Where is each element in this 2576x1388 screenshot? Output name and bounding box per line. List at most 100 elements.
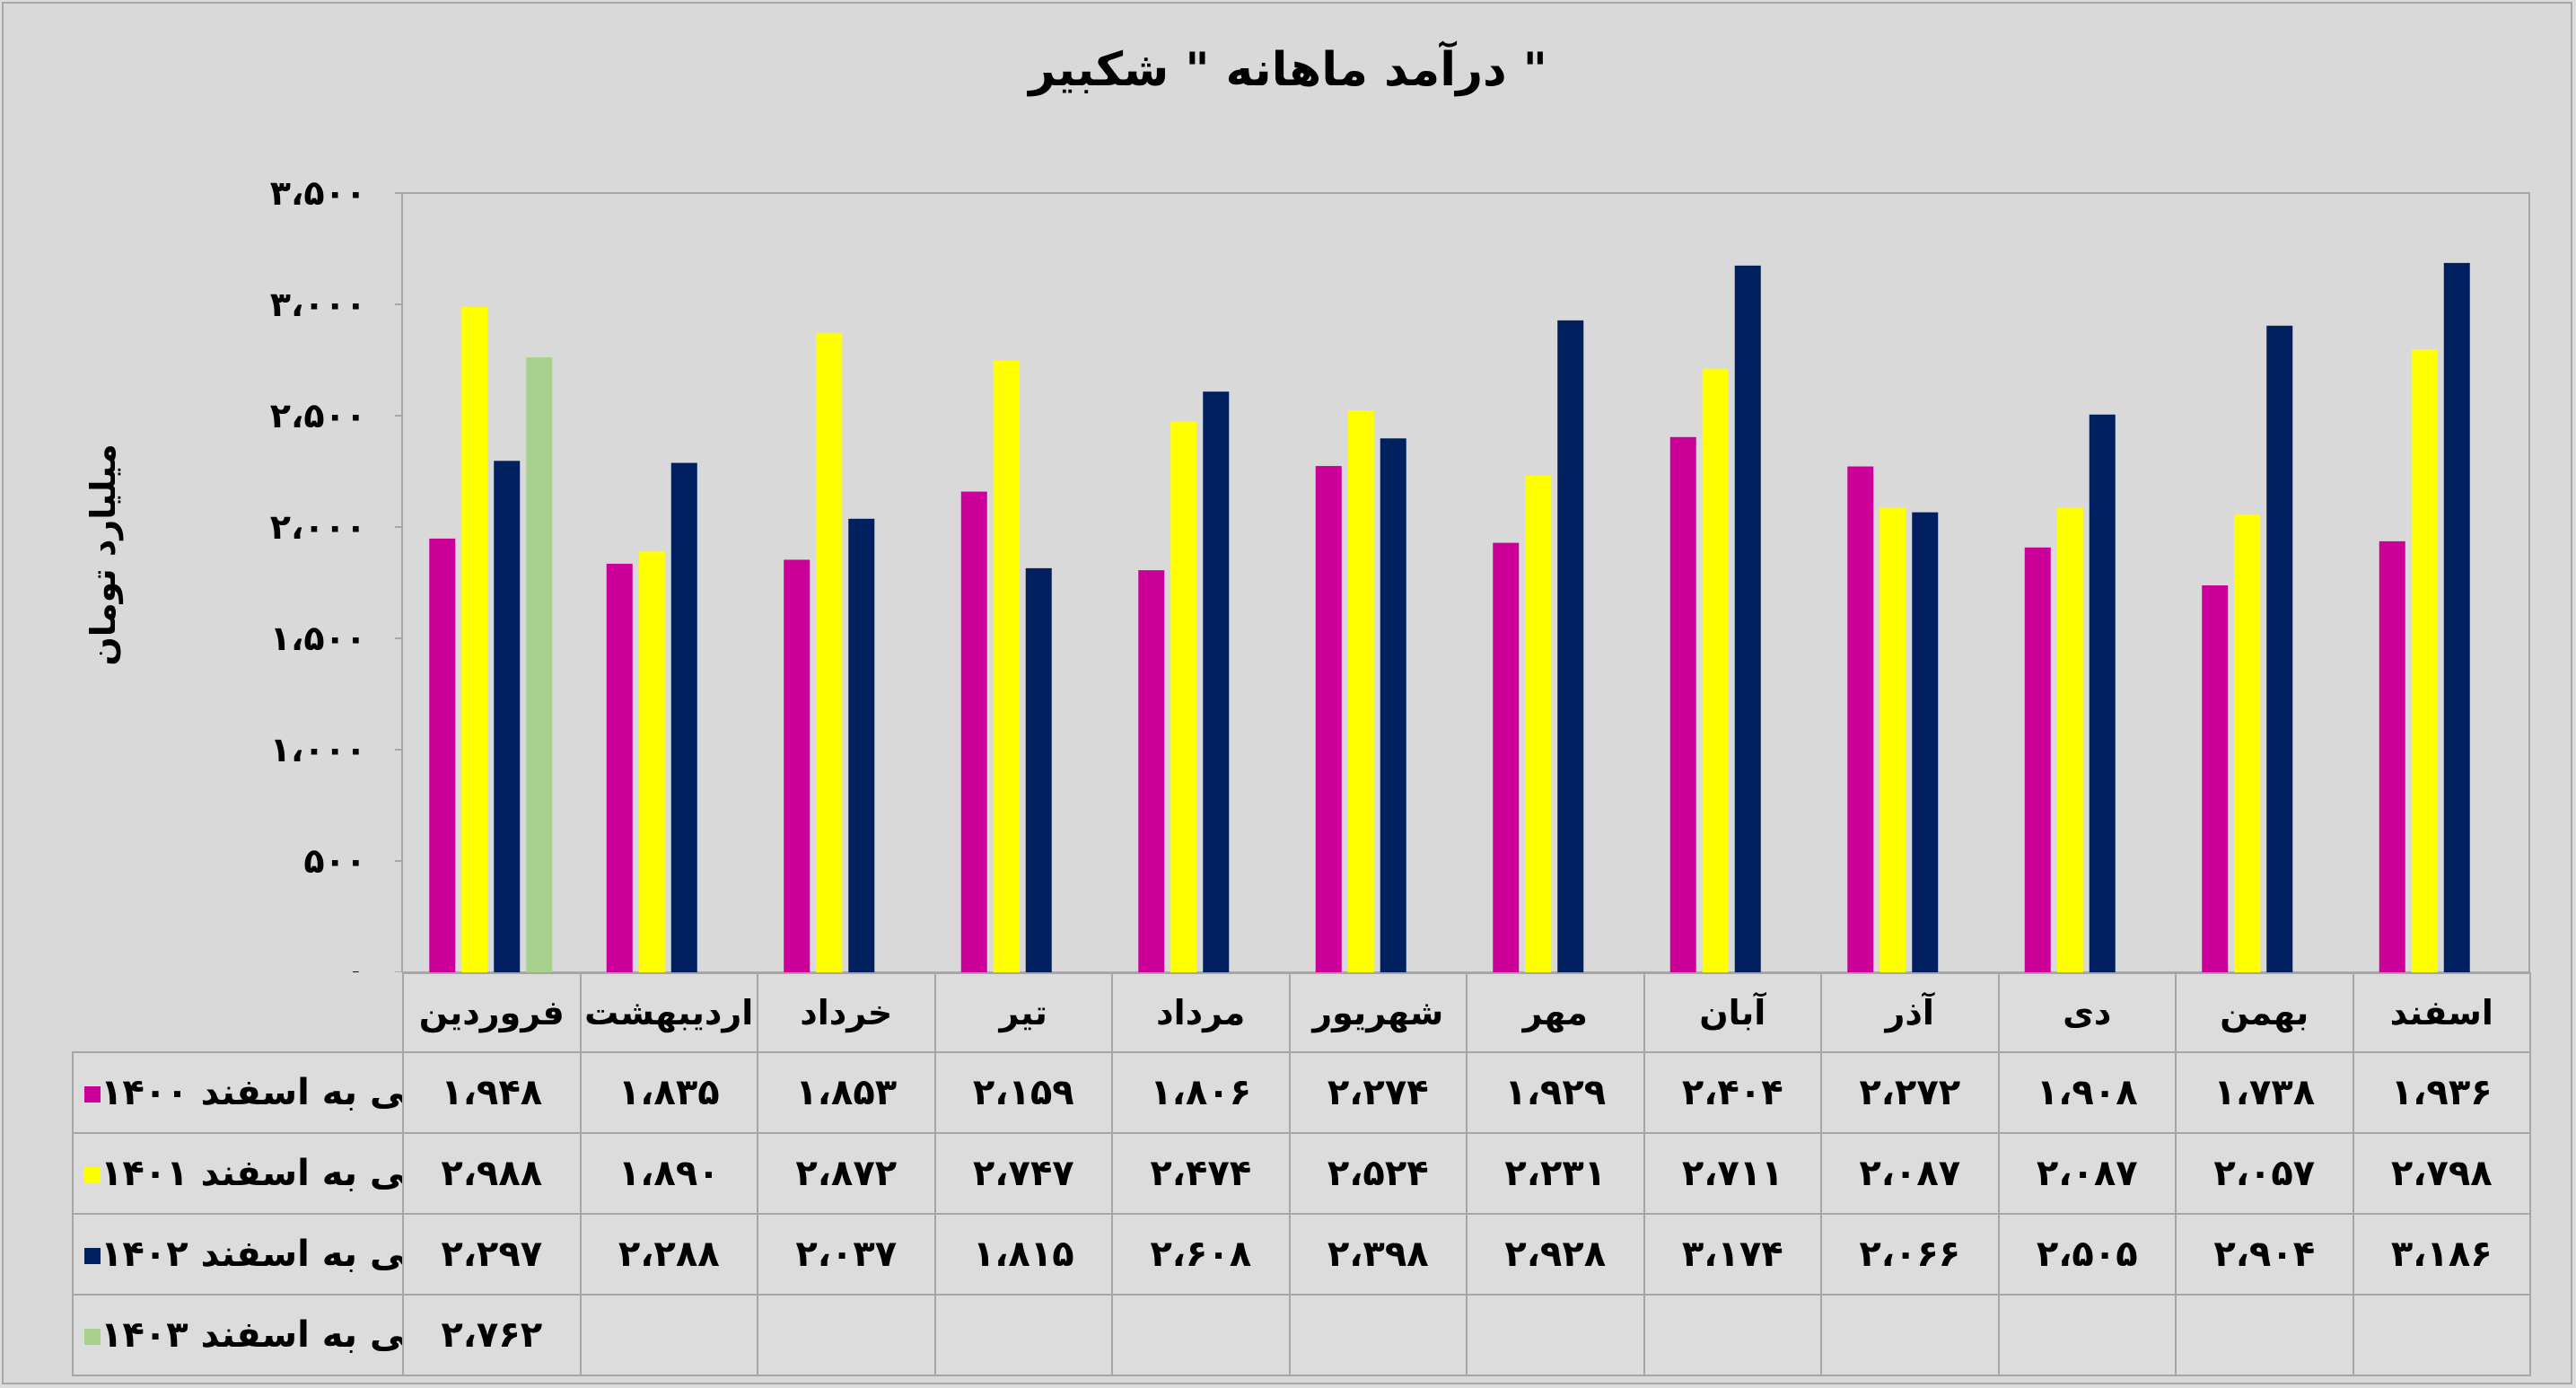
data-label: ۱،۹۰۸ xyxy=(1997,1051,2177,1134)
legend-label: منتهی به اسفند ۱۴۰۰ xyxy=(101,1072,403,1113)
bar xyxy=(2056,507,2083,972)
bar xyxy=(2089,414,2116,972)
data-label: ۱،۹۴۸ xyxy=(402,1051,582,1134)
data-label: ۱،۸۱۵ xyxy=(933,1213,1113,1296)
bar xyxy=(2234,514,2261,972)
data-label: ۲،۰۸۷ xyxy=(1997,1132,2177,1215)
x-tick-label: بهمن xyxy=(2175,972,2354,1053)
data-label: ۱،۸۵۳ xyxy=(757,1051,936,1134)
data-label: ۲،۹۸۸ xyxy=(402,1132,582,1215)
data-label: ۲،۷۹۸ xyxy=(2352,1132,2531,1215)
data-label xyxy=(579,1294,758,1376)
data-label: ۲،۷۱۱ xyxy=(1643,1132,1822,1215)
bar xyxy=(1315,466,1342,972)
x-tick-label: مهر xyxy=(1466,972,1645,1053)
y-tick-label: ۳،۵۰۰ xyxy=(270,173,366,213)
data-label: ۲،۷۶۲ xyxy=(402,1294,582,1376)
data-label xyxy=(1288,1294,1468,1376)
bar xyxy=(1847,466,1874,972)
bar xyxy=(2202,584,2229,972)
data-label xyxy=(1643,1294,1822,1376)
bar xyxy=(494,461,521,972)
y-tick-label: ۵۰۰ xyxy=(303,841,366,881)
bar xyxy=(2379,540,2405,972)
legend-entry: منتهی به اسفند ۱۴۰۰ xyxy=(72,1051,404,1134)
y-tick-label: ۲،۰۰۰ xyxy=(270,507,366,547)
data-table: فروردین اردیبهشت خرداد تیر مرداد شهریور مهر آبا… xyxy=(72,972,2531,1376)
x-tick-label: آذر xyxy=(1820,972,2000,1053)
bar xyxy=(1912,512,1939,972)
table-row: منتهی به اسفند ۱۴۰۱۲،۹۸۸۱،۸۹۰۲،۸۷۲۲،۷۴۷۲… xyxy=(72,1132,2531,1215)
data-label: ۲،۲۸۸ xyxy=(579,1213,758,1296)
data-label: ۲،۳۹۸ xyxy=(1288,1213,1468,1296)
data-label: ۲،۰۸۷ xyxy=(1820,1132,2000,1215)
data-label xyxy=(1111,1294,1291,1376)
bar xyxy=(1138,570,1165,972)
bar xyxy=(848,518,875,972)
data-label: ۳،۱۸۶ xyxy=(2352,1213,2531,1296)
legend-label: منتهی به اسفند ۱۴۰۲ xyxy=(101,1234,403,1275)
x-tick-label: خرداد xyxy=(757,972,936,1053)
bar xyxy=(606,563,633,972)
legend-label: منتهی به اسفند ۱۴۰۱ xyxy=(101,1153,403,1194)
bar xyxy=(1025,567,1052,972)
data-label: ۱،۸۰۶ xyxy=(1111,1051,1291,1134)
data-label xyxy=(933,1294,1113,1376)
bar xyxy=(1170,421,1197,972)
bar xyxy=(1493,542,1520,972)
data-label: ۲،۴۷۴ xyxy=(1111,1132,1291,1215)
data-label: ۲،۷۴۷ xyxy=(933,1132,1113,1215)
data-label: ۲،۴۰۴ xyxy=(1643,1051,1822,1134)
bar xyxy=(1347,410,1374,973)
legend-swatch xyxy=(84,1167,101,1183)
data-label: ۲،۵۲۴ xyxy=(1288,1132,1468,1215)
data-label: ۲،۹۲۸ xyxy=(1466,1213,1645,1296)
data-label: ۲،۲۷۴ xyxy=(1288,1051,1468,1134)
data-label: ۱،۹۲۹ xyxy=(1466,1051,1645,1134)
data-label: ۱،۹۳۶ xyxy=(2352,1051,2531,1134)
data-label: ۲،۰۳۷ xyxy=(757,1213,936,1296)
bar xyxy=(526,357,553,972)
x-tick-label: شهریور xyxy=(1288,972,1468,1053)
y-tick-label: ۱،۰۰۰ xyxy=(270,730,366,769)
x-tick-label: مرداد xyxy=(1111,972,1291,1053)
bar xyxy=(2443,262,2470,972)
legend-swatch xyxy=(84,1248,101,1264)
data-label: ۲،۰۶۶ xyxy=(1820,1213,2000,1296)
bar xyxy=(816,332,843,972)
bar xyxy=(1557,320,1584,973)
data-label: ۲،۲۹۷ xyxy=(402,1213,582,1296)
data-label: ۲،۲۷۲ xyxy=(1820,1051,2000,1134)
data-label xyxy=(2352,1294,2531,1376)
legend-swatch xyxy=(84,1329,101,1345)
table-corner xyxy=(73,973,403,1052)
x-tick-label: فروردین xyxy=(402,972,582,1053)
plot-area xyxy=(401,192,2530,973)
data-label: ۲،۰۵۷ xyxy=(2175,1132,2354,1215)
data-label: ۱،۸۹۰ xyxy=(579,1132,758,1215)
legend-entry: منتهی به اسفند ۱۴۰۲ xyxy=(72,1213,404,1296)
bar xyxy=(670,462,697,972)
x-tick-label: تیر xyxy=(933,972,1113,1053)
bar xyxy=(638,551,665,972)
data-label: ۲،۹۰۴ xyxy=(2175,1213,2354,1296)
bar xyxy=(1734,265,1761,972)
bar xyxy=(429,538,456,972)
bar xyxy=(2024,547,2051,972)
data-label: ۱،۷۳۸ xyxy=(2175,1051,2354,1134)
data-label: ۲،۱۵۹ xyxy=(933,1051,1113,1134)
data-label xyxy=(1820,1294,2000,1376)
bar xyxy=(993,360,1020,972)
bar xyxy=(1702,368,1729,972)
data-label xyxy=(1466,1294,1645,1376)
x-tick-label: دی xyxy=(1997,972,2177,1053)
bar xyxy=(1203,391,1230,972)
bar xyxy=(784,559,810,972)
data-label xyxy=(757,1294,936,1376)
x-tick-label: آبان xyxy=(1643,972,1822,1053)
bar xyxy=(960,491,987,972)
bar xyxy=(461,306,488,972)
